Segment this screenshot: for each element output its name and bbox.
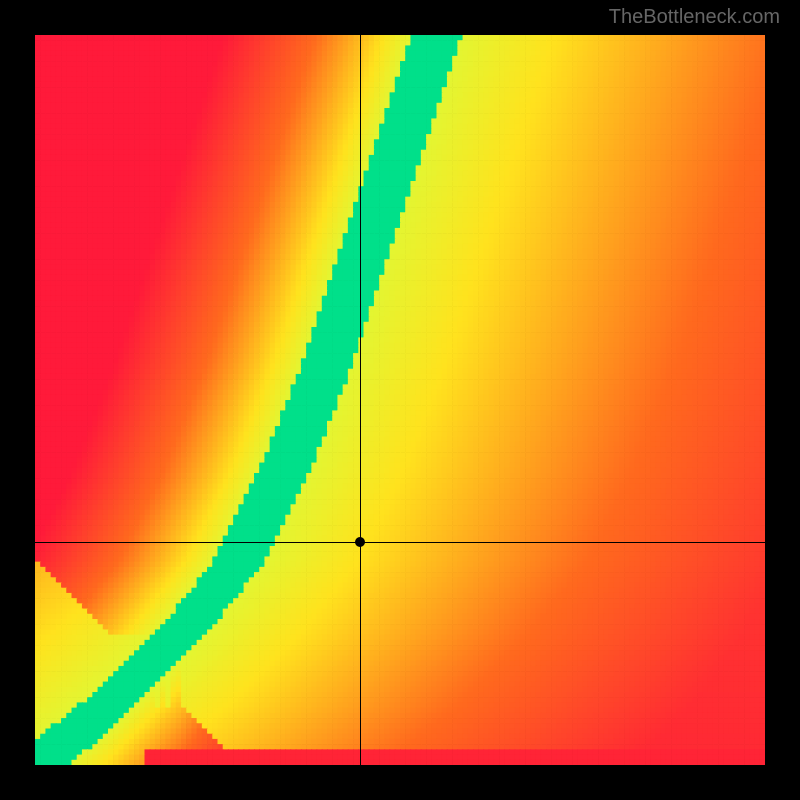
crosshair-vertical [360, 35, 361, 765]
chart-container: TheBottleneck.com [0, 0, 800, 800]
crosshair-horizontal [35, 542, 765, 543]
heatmap-area [35, 35, 765, 765]
crosshair-marker [355, 537, 365, 547]
heatmap-canvas [35, 35, 765, 765]
watermark-text: TheBottleneck.com [609, 6, 780, 29]
